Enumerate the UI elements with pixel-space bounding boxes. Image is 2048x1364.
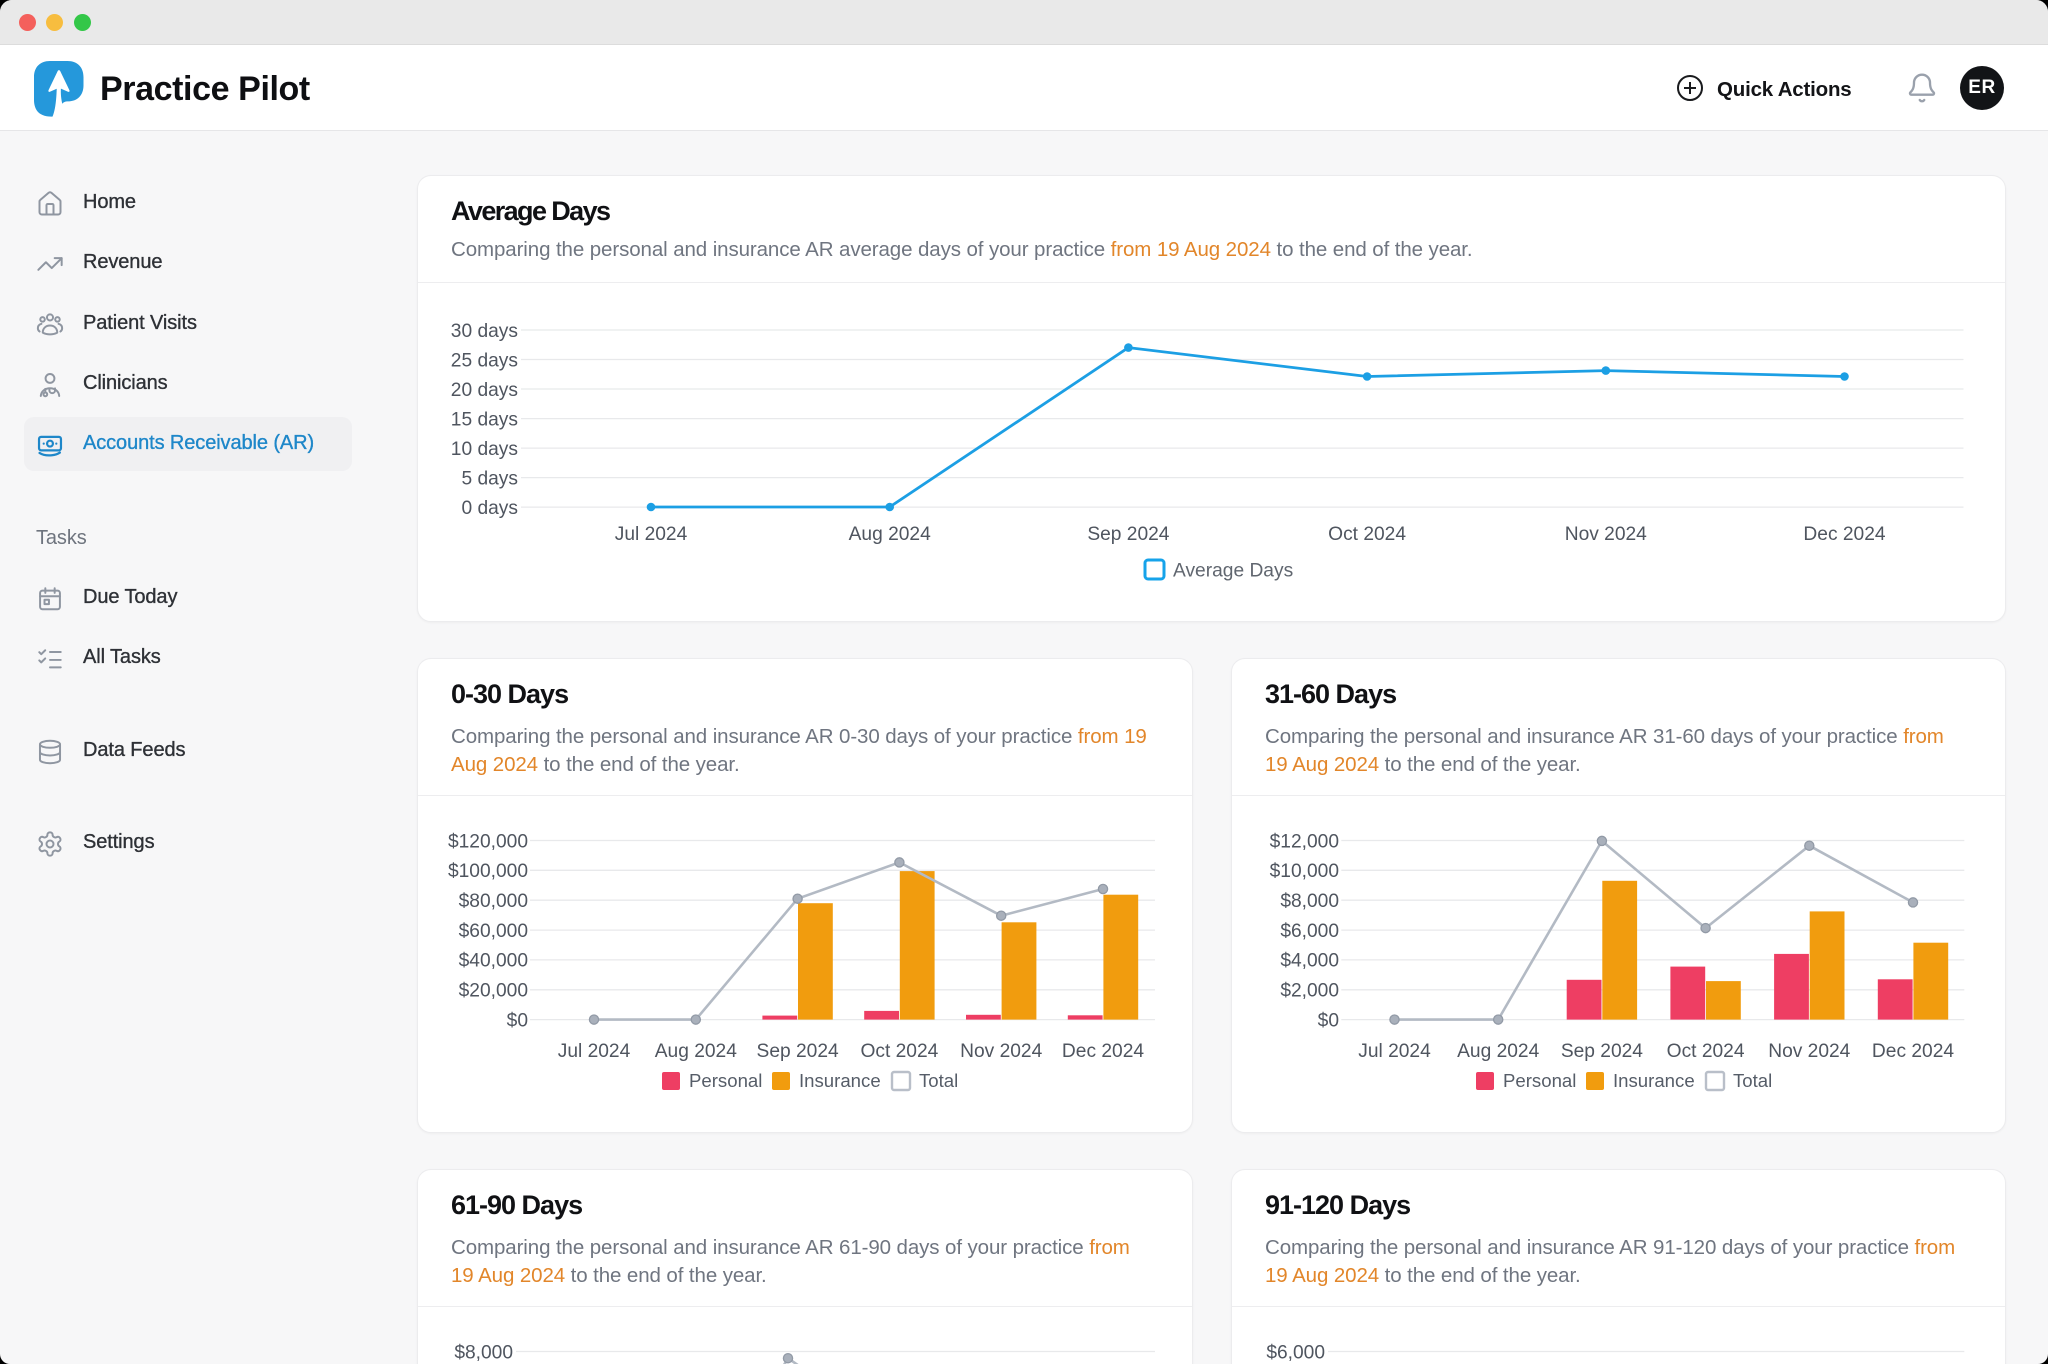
svg-text:$120,000: $120,000 [448,831,528,852]
svg-text:$6,000: $6,000 [1266,1342,1325,1363]
svg-text:Insurance: Insurance [799,1070,881,1091]
svg-text:25 days: 25 days [451,350,518,371]
svg-text:Nov 2024: Nov 2024 [1565,524,1647,545]
svg-text:Nov 2024: Nov 2024 [960,1041,1042,1062]
svg-text:$2,000: $2,000 [1280,981,1339,1002]
svg-text:Nov 2024: Nov 2024 [1768,1041,1850,1062]
svg-text:$100,000: $100,000 [448,861,528,882]
svg-text:Sep 2024: Sep 2024 [757,1041,839,1062]
svg-text:$8,000: $8,000 [454,1342,513,1363]
svg-text:$60,000: $60,000 [459,921,528,942]
svg-text:$8,000: $8,000 [1280,891,1339,912]
svg-text:$20,000: $20,000 [459,981,528,1002]
svg-text:Oct 2024: Oct 2024 [1328,524,1406,545]
svg-text:Dec 2024: Dec 2024 [1062,1041,1144,1062]
svg-text:Aug 2024: Aug 2024 [849,524,931,545]
svg-text:10 days: 10 days [451,439,518,460]
svg-text:Dec 2024: Dec 2024 [1872,1041,1954,1062]
svg-text:$40,000: $40,000 [459,951,528,972]
svg-text:30 days: 30 days [451,321,518,342]
svg-text:Sep 2024: Sep 2024 [1561,1041,1643,1062]
svg-text:15 days: 15 days [451,409,518,430]
svg-text:$10,000: $10,000 [1270,861,1339,882]
svg-text:Jul 2024: Jul 2024 [615,524,688,545]
svg-text:Sep 2024: Sep 2024 [1087,524,1169,545]
svg-text:$80,000: $80,000 [459,891,528,912]
svg-text:Aug 2024: Aug 2024 [1457,1041,1539,1062]
svg-text:$0: $0 [1318,1010,1339,1031]
svg-text:Jul 2024: Jul 2024 [558,1041,631,1062]
svg-text:20 days: 20 days [451,380,518,401]
svg-text:$0: $0 [507,1010,528,1031]
svg-text:Aug 2024: Aug 2024 [655,1041,737,1062]
svg-text:0 days: 0 days [461,498,518,519]
svg-text:$4,000: $4,000 [1280,951,1339,972]
svg-text:Jul 2024: Jul 2024 [1358,1041,1431,1062]
svg-text:Oct 2024: Oct 2024 [860,1041,938,1062]
svg-text:5 days: 5 days [461,468,518,489]
svg-text:$12,000: $12,000 [1270,831,1339,852]
svg-text:Insurance: Insurance [1613,1070,1695,1091]
svg-text:Personal: Personal [1503,1070,1576,1091]
svg-text:Total: Total [919,1070,958,1091]
svg-text:Oct 2024: Oct 2024 [1667,1041,1745,1062]
svg-text:$6,000: $6,000 [1280,921,1339,942]
svg-text:Total: Total [1733,1070,1772,1091]
svg-text:Average Days: Average Days [1173,561,1293,582]
svg-text:Personal: Personal [689,1070,762,1091]
svg-text:Dec 2024: Dec 2024 [1803,524,1885,545]
